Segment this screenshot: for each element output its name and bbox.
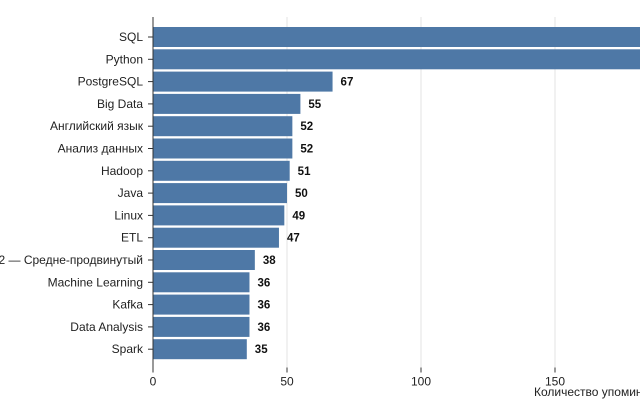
category-label-11: Machine Learning bbox=[48, 275, 143, 289]
gridlines bbox=[286, 17, 556, 368]
category-label-9: ETL bbox=[121, 231, 143, 245]
bar-10 bbox=[153, 250, 255, 270]
category-label-6: Hadoop bbox=[101, 164, 143, 178]
category-label-12: Kafka bbox=[112, 298, 143, 312]
bar-9 bbox=[153, 227, 279, 248]
value-label-7: 50 bbox=[295, 188, 308, 200]
value-label-5: 52 bbox=[300, 144, 313, 156]
value-label-2: 67 bbox=[341, 77, 354, 89]
category-label-14: Spark bbox=[112, 342, 144, 356]
value-label-10: 38 bbox=[263, 255, 276, 267]
category-label-10: B2 — Средне-продвинутый bbox=[0, 253, 143, 267]
value-label-4: 52 bbox=[300, 121, 313, 133]
value-label-14: 35 bbox=[255, 344, 268, 356]
bar-13 bbox=[153, 316, 250, 337]
value-label-6: 51 bbox=[298, 166, 311, 178]
bar-7 bbox=[153, 183, 287, 204]
x-tick-label-0: 0 bbox=[150, 375, 157, 389]
category-label-0: SQL bbox=[119, 30, 143, 44]
category-label-4: Английский язык bbox=[50, 119, 144, 133]
bar-5 bbox=[153, 138, 293, 159]
bar-0 bbox=[153, 27, 640, 47]
value-label-8: 49 bbox=[292, 210, 305, 222]
category-label-7: Java bbox=[118, 186, 144, 200]
bars bbox=[153, 27, 640, 360]
x-tick-label-150: 150 bbox=[545, 375, 565, 389]
category-label-13: Data Analysis bbox=[70, 320, 143, 334]
category-label-8: Linux bbox=[114, 208, 143, 222]
value-label-11: 36 bbox=[257, 277, 270, 289]
bar-11 bbox=[153, 272, 250, 293]
bar-3 bbox=[153, 93, 301, 114]
category-label-2: PostgreSQL bbox=[78, 75, 144, 89]
bar-4 bbox=[153, 116, 293, 137]
value-label-12: 36 bbox=[257, 300, 270, 312]
bar-1 bbox=[153, 49, 640, 70]
value-label-3: 55 bbox=[308, 99, 321, 111]
bar-6 bbox=[153, 160, 290, 181]
value-label-13: 36 bbox=[257, 322, 270, 334]
bar-2 bbox=[153, 71, 333, 92]
category-label-1: Python bbox=[106, 52, 143, 66]
bar-12 bbox=[153, 294, 250, 315]
value-label-9: 47 bbox=[287, 233, 300, 245]
bar-14 bbox=[153, 339, 247, 360]
x-tick-label-100: 100 bbox=[411, 375, 431, 389]
bar-8 bbox=[153, 205, 285, 226]
category-label-5: Анализ данных bbox=[58, 142, 143, 156]
x-axis-title: Количество упоминаний bbox=[534, 385, 640, 399]
category-labels: SQL Python PostgreSQL Big Data Английский яз… bbox=[0, 30, 153, 356]
category-label-3: Big Data bbox=[97, 97, 143, 111]
x-axis-ticks: 0 50 100 150 bbox=[150, 367, 565, 389]
x-tick-label-50: 50 bbox=[280, 375, 294, 389]
value-labels: 67 55 52 52 51 50 49 47 38 36 36 36 35 bbox=[255, 77, 354, 357]
